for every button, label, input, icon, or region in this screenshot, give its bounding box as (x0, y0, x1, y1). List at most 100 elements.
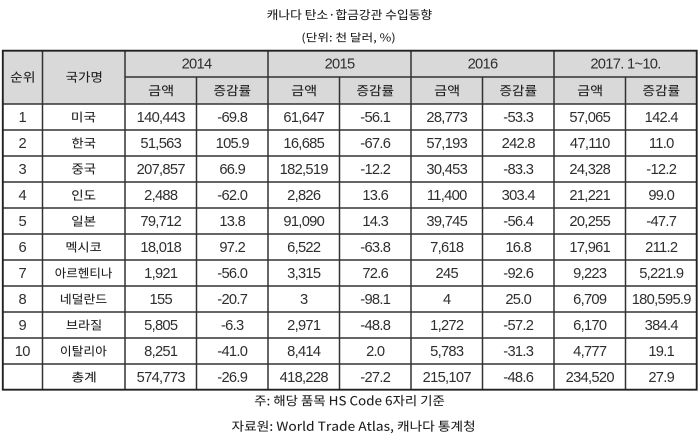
svg-text:245: 245 (436, 266, 459, 282)
svg-text:-41.0: -41.0 (217, 344, 248, 360)
svg-text:13.6: 13.6 (362, 188, 388, 204)
svg-text:8,251: 8,251 (144, 344, 178, 360)
svg-text:3,315: 3,315 (287, 266, 321, 282)
svg-text:47,110: 47,110 (570, 136, 610, 152)
svg-text:-53.3: -53.3 (503, 110, 534, 126)
svg-text:27.9: 27.9 (648, 370, 674, 386)
svg-text:-67.6: -67.6 (360, 136, 391, 152)
svg-text:16.8: 16.8 (505, 240, 531, 256)
svg-text:25.0: 25.0 (505, 292, 531, 308)
svg-text:-31.3: -31.3 (503, 344, 534, 360)
svg-text:-12.2: -12.2 (646, 162, 677, 178)
svg-text:2,971: 2,971 (287, 318, 321, 334)
svg-text:2014: 2014 (182, 57, 212, 73)
svg-text:140,443: 140,443 (137, 110, 186, 126)
svg-text:11.0: 11.0 (649, 136, 674, 152)
svg-text:242.8: 242.8 (502, 136, 536, 152)
svg-text:61,647: 61,647 (283, 110, 324, 126)
svg-text:-56.4: -56.4 (503, 214, 534, 230)
svg-text:215,107: 215,107 (423, 370, 472, 386)
svg-text:17,961: 17,961 (569, 240, 610, 256)
svg-text:4: 4 (443, 292, 451, 308)
svg-text:155: 155 (150, 292, 173, 308)
svg-text:99.0: 99.0 (648, 188, 674, 204)
svg-text:6: 6 (19, 240, 27, 256)
svg-text:418,228: 418,228 (280, 370, 329, 386)
svg-text:9,223: 9,223 (573, 266, 607, 282)
svg-text:182,519: 182,519 (280, 162, 329, 178)
svg-text:384.4: 384.4 (645, 318, 679, 334)
svg-text:234,520: 234,520 (566, 370, 615, 386)
svg-text:57,065: 57,065 (569, 110, 610, 126)
svg-text:3: 3 (300, 292, 308, 308)
svg-text:4: 4 (19, 188, 27, 204)
svg-text:-47.7: -47.7 (646, 214, 677, 230)
svg-text:-48.6: -48.6 (503, 370, 534, 386)
svg-text:4,777: 4,777 (573, 344, 607, 360)
svg-text:-63.8: -63.8 (360, 240, 391, 256)
svg-text:91,090: 91,090 (283, 214, 324, 230)
svg-text:207,857: 207,857 (137, 162, 186, 178)
svg-text:8,414: 8,414 (287, 344, 321, 360)
svg-text:30,453: 30,453 (426, 162, 467, 178)
svg-text:-48.8: -48.8 (360, 318, 391, 334)
svg-text:5,805: 5,805 (144, 318, 178, 334)
svg-text:19.1: 19.1 (648, 344, 674, 360)
svg-text:11,400: 11,400 (427, 188, 467, 204)
svg-text:2017. 1~10.: 2017. 1~10. (590, 57, 660, 73)
svg-text:72.6: 72.6 (362, 266, 388, 282)
svg-text:24,328: 24,328 (569, 162, 610, 178)
svg-text:-27.2: -27.2 (360, 370, 391, 386)
svg-text:21,221: 21,221 (569, 188, 610, 204)
svg-text:7: 7 (19, 266, 27, 282)
svg-text:13.8: 13.8 (219, 214, 245, 230)
svg-text:105.9: 105.9 (216, 136, 250, 152)
svg-text:-56.0: -56.0 (217, 266, 248, 282)
svg-text:-6.3: -6.3 (221, 318, 244, 334)
svg-text:-98.1: -98.1 (360, 292, 391, 308)
svg-text:2: 2 (19, 136, 27, 152)
svg-text:79,712: 79,712 (140, 214, 181, 230)
svg-text:8: 8 (19, 292, 27, 308)
svg-text:20,255: 20,255 (569, 214, 610, 230)
svg-text:14.3: 14.3 (362, 214, 388, 230)
svg-text:7,618: 7,618 (430, 240, 464, 256)
svg-text:-12.2: -12.2 (360, 162, 391, 178)
svg-text:-26.9: -26.9 (217, 370, 248, 386)
svg-text:5,221.9: 5,221.9 (639, 266, 684, 282)
svg-text:3: 3 (19, 162, 27, 178)
svg-text:-57.2: -57.2 (503, 318, 534, 334)
svg-text:5: 5 (19, 214, 27, 230)
svg-text:51,563: 51,563 (140, 136, 181, 152)
svg-text:2015: 2015 (325, 57, 355, 73)
svg-text:66.9: 66.9 (219, 162, 245, 178)
svg-text:1,272: 1,272 (430, 318, 464, 334)
svg-text:574,773: 574,773 (137, 370, 186, 386)
svg-text:1: 1 (19, 110, 27, 126)
svg-text:1,921: 1,921 (144, 266, 178, 282)
svg-text:-83.3: -83.3 (503, 162, 534, 178)
svg-text:2016: 2016 (468, 57, 498, 73)
svg-text:6,170: 6,170 (573, 318, 607, 334)
svg-text:2.0: 2.0 (366, 344, 385, 360)
svg-text:18,018: 18,018 (140, 240, 181, 256)
svg-text:9: 9 (19, 318, 27, 334)
svg-text:16,685: 16,685 (283, 136, 324, 152)
svg-text:5,783: 5,783 (430, 344, 464, 360)
svg-text:-56.1: -56.1 (360, 110, 391, 126)
svg-text:28,773: 28,773 (426, 110, 467, 126)
svg-text:6,522: 6,522 (287, 240, 321, 256)
svg-text:2,488: 2,488 (144, 188, 178, 204)
svg-text:97.2: 97.2 (219, 240, 245, 256)
svg-text:303.4: 303.4 (502, 188, 536, 204)
svg-text:6,709: 6,709 (573, 292, 607, 308)
svg-text:-69.8: -69.8 (217, 110, 248, 126)
svg-text:180,595.9: 180,595.9 (632, 292, 692, 308)
svg-text:57,193: 57,193 (426, 136, 467, 152)
svg-text:-92.6: -92.6 (503, 266, 534, 282)
svg-text:39,745: 39,745 (426, 214, 467, 230)
svg-text:142.4: 142.4 (645, 110, 679, 126)
svg-text:2,826: 2,826 (287, 188, 321, 204)
svg-text:10: 10 (15, 344, 30, 360)
svg-text:-62.0: -62.0 (217, 188, 248, 204)
